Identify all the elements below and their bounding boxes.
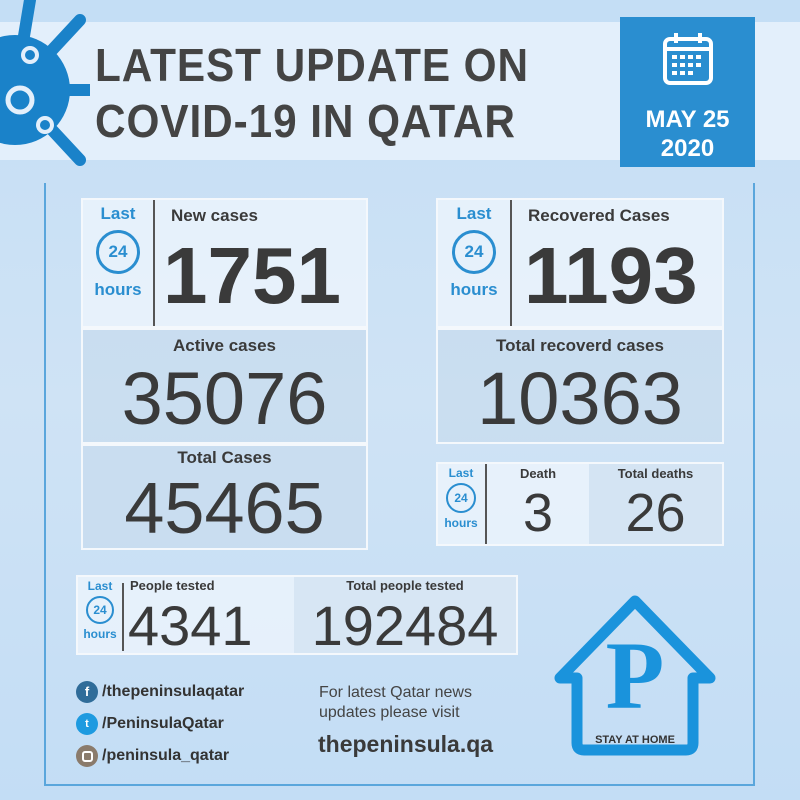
visit-line-2: updates please visit [319, 704, 460, 721]
total-cases-label: Total Cases [177, 448, 272, 467]
virus-icon [0, 0, 90, 166]
last-24-hours: Last 24 hours [83, 204, 153, 300]
last-label: Last [456, 204, 492, 223]
recovered-value: 1193 [524, 231, 698, 320]
clock-24-icon: 24 [86, 596, 114, 624]
social-instagram[interactable]: /peninsula_qatar [76, 745, 244, 767]
people-tested-value: 4341 [128, 594, 253, 657]
clock-24-icon: 24 [452, 230, 496, 274]
new-cases-label: New cases [171, 206, 258, 225]
last-label: Last [87, 579, 113, 593]
recovered-label: Recovered Cases [528, 206, 670, 225]
calendar-icon [663, 33, 713, 85]
hours-label: hours [94, 280, 142, 299]
date-year: 2020 [660, 135, 715, 162]
total-deaths-section: Total deaths 26 [589, 464, 722, 544]
last-24-hours: Last 24 hours [438, 204, 510, 300]
hours-label: hours [83, 627, 117, 641]
divider [485, 464, 487, 544]
total-recovered-label: Total recoverd cases [496, 336, 664, 355]
active-cases-label: Active cases [172, 336, 277, 355]
visit-line-1: For latest Qatar news [319, 684, 472, 701]
last-label: Last [448, 466, 474, 480]
visit-text: For latest Qatar news updates please visi… [319, 683, 472, 723]
new-cases-value: 1751 [163, 231, 341, 320]
divider [153, 200, 155, 326]
total-tested-value: 192484 [311, 594, 499, 657]
total-recovered-value: 10363 [477, 357, 683, 440]
last-24-hours: Last 24 hours [438, 466, 484, 530]
content-frame [44, 183, 755, 786]
clock-24-icon: 24 [446, 483, 476, 513]
date-box: MAY 25 2020 [620, 17, 755, 167]
date-month-day: MAY 25 [645, 106, 730, 133]
twitter-icon: t [76, 713, 98, 735]
hours-label: hours [450, 280, 498, 299]
active-cases-value: 35076 [121, 357, 328, 440]
date-text: MAY 25 2020 [620, 105, 755, 163]
new-cases-card: Last 24 hours New cases 1751 [81, 198, 368, 328]
recovered-card: Last 24 hours Recovered Cases 1193 [436, 198, 724, 328]
peninsula-logo: P [605, 622, 665, 729]
page-title: LATEST UPDATE ON COVID-19 IN QATAR [95, 37, 529, 149]
death-value: 3 [522, 483, 554, 543]
active-cases-card: Active cases 35076 [81, 328, 368, 444]
instagram-handle: /peninsula_qatar [102, 747, 230, 764]
last-label: Last [100, 204, 136, 223]
instagram-icon [76, 745, 98, 767]
divider [510, 200, 512, 326]
total-deaths-value: 26 [625, 483, 686, 543]
divider [122, 583, 124, 651]
facebook-icon: f [76, 681, 98, 703]
total-recovered-card: Total recoverd cases 10363 [436, 328, 724, 444]
facebook-handle: /thepeninsulaqatar [102, 683, 245, 700]
stay-at-home-caption: STAY AT HOME [595, 734, 675, 746]
stay-at-home-house-icon [554, 595, 716, 756]
last-24-hours: Last 24 hours [78, 579, 122, 641]
total-cases-value: 45465 [124, 469, 325, 549]
total-tested-label: Total people tested [346, 578, 464, 593]
social-twitter[interactable]: t/PeninsulaQatar [76, 713, 244, 735]
hours-label: hours [444, 516, 478, 530]
social-links: f/thepeninsulaqatar t/PeninsulaQatar /pe… [76, 681, 244, 767]
title-line-1: LATEST UPDATE ON [95, 39, 529, 91]
website-link[interactable]: thepeninsula.qa [318, 731, 494, 757]
total-deaths-label: Total deaths [617, 466, 694, 481]
clock-24-icon: 24 [96, 230, 140, 274]
total-cases-card: Total Cases 45465 [81, 444, 368, 550]
deaths-card: Last 24 hours Death 3 Total deaths 26 [436, 462, 724, 546]
tests-card: Last 24 hours People tested 4341 Total p… [76, 575, 518, 657]
twitter-handle: /PeninsulaQatar [102, 715, 224, 732]
death-section: Death 3 [487, 464, 589, 544]
total-tested-section: Total people tested 192484 [294, 577, 516, 657]
social-facebook[interactable]: f/thepeninsulaqatar [76, 681, 244, 703]
title-line-2: COVID-19 IN QATAR [95, 95, 516, 147]
death-label: Death [519, 466, 557, 481]
people-tested-label: People tested [130, 578, 215, 593]
